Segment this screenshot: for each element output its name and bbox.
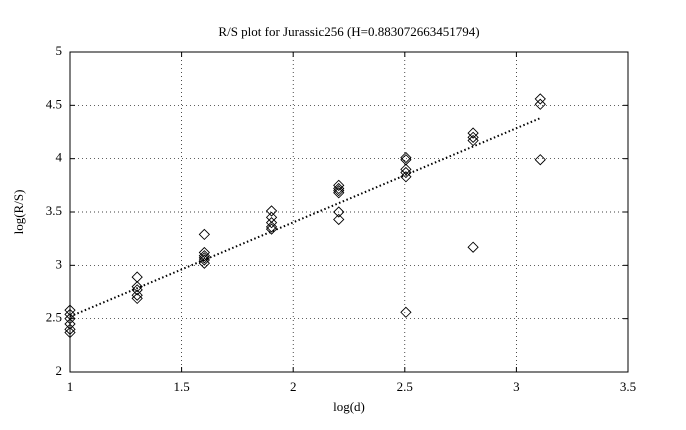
data-point: [400, 171, 412, 183]
data-point: [64, 318, 76, 330]
x-tick-label: 3.5: [620, 379, 636, 394]
x-tick-label: 2.5: [397, 379, 413, 394]
data-point: [198, 228, 211, 241]
data-point: [467, 131, 479, 143]
x-tick-label: 3: [513, 379, 520, 394]
data-point: [131, 292, 143, 305]
data-point: [265, 223, 278, 235]
data-point: [265, 205, 278, 217]
data-point: [333, 206, 345, 218]
data-point: [467, 134, 479, 147]
data-point: [400, 306, 412, 318]
axes-box: [69, 51, 629, 373]
fit-line: [69, 117, 541, 318]
data-point: [265, 217, 278, 229]
data-point: [131, 289, 143, 301]
x-tick-label: 2: [290, 379, 297, 394]
data-point: [333, 182, 345, 195]
y-tick-label: 3.5: [46, 203, 62, 218]
data-point: [131, 281, 143, 293]
data-point: [534, 98, 546, 110]
data-point: [198, 257, 211, 269]
x-tick-label: 1: [67, 379, 74, 394]
data-point: [400, 151, 412, 164]
y-axis-label: log(R/S): [11, 190, 26, 235]
data-point: [467, 241, 479, 253]
y-tick-label: 2.5: [46, 310, 62, 325]
data-point: [198, 246, 211, 259]
data-point: [333, 213, 345, 226]
x-tick-label: 1.5: [173, 379, 189, 394]
data-point: [400, 166, 412, 179]
data-point: [64, 304, 76, 316]
y-tick-label: 5: [56, 43, 63, 58]
y-tick-label: 4.5: [46, 96, 62, 111]
data-point: [64, 323, 76, 335]
data-point: [198, 252, 211, 264]
data-point: [534, 93, 546, 105]
y-tick-label: 2: [56, 363, 63, 378]
y-tick-label: 3: [56, 256, 63, 271]
data-point: [534, 154, 546, 166]
data-point: [64, 326, 76, 339]
data-point: [131, 284, 143, 296]
data-point: [333, 187, 345, 199]
data-point: [467, 127, 479, 139]
data-point: [333, 179, 345, 191]
x-axis-label: log(d): [333, 399, 365, 414]
data-point: [265, 221, 278, 233]
data-point: [333, 185, 345, 197]
y-tick-label: 4: [56, 150, 63, 165]
chart-title: R/S plot for Jurassic256 (H=0.8830726634…: [218, 24, 479, 39]
data-point: [64, 313, 76, 325]
